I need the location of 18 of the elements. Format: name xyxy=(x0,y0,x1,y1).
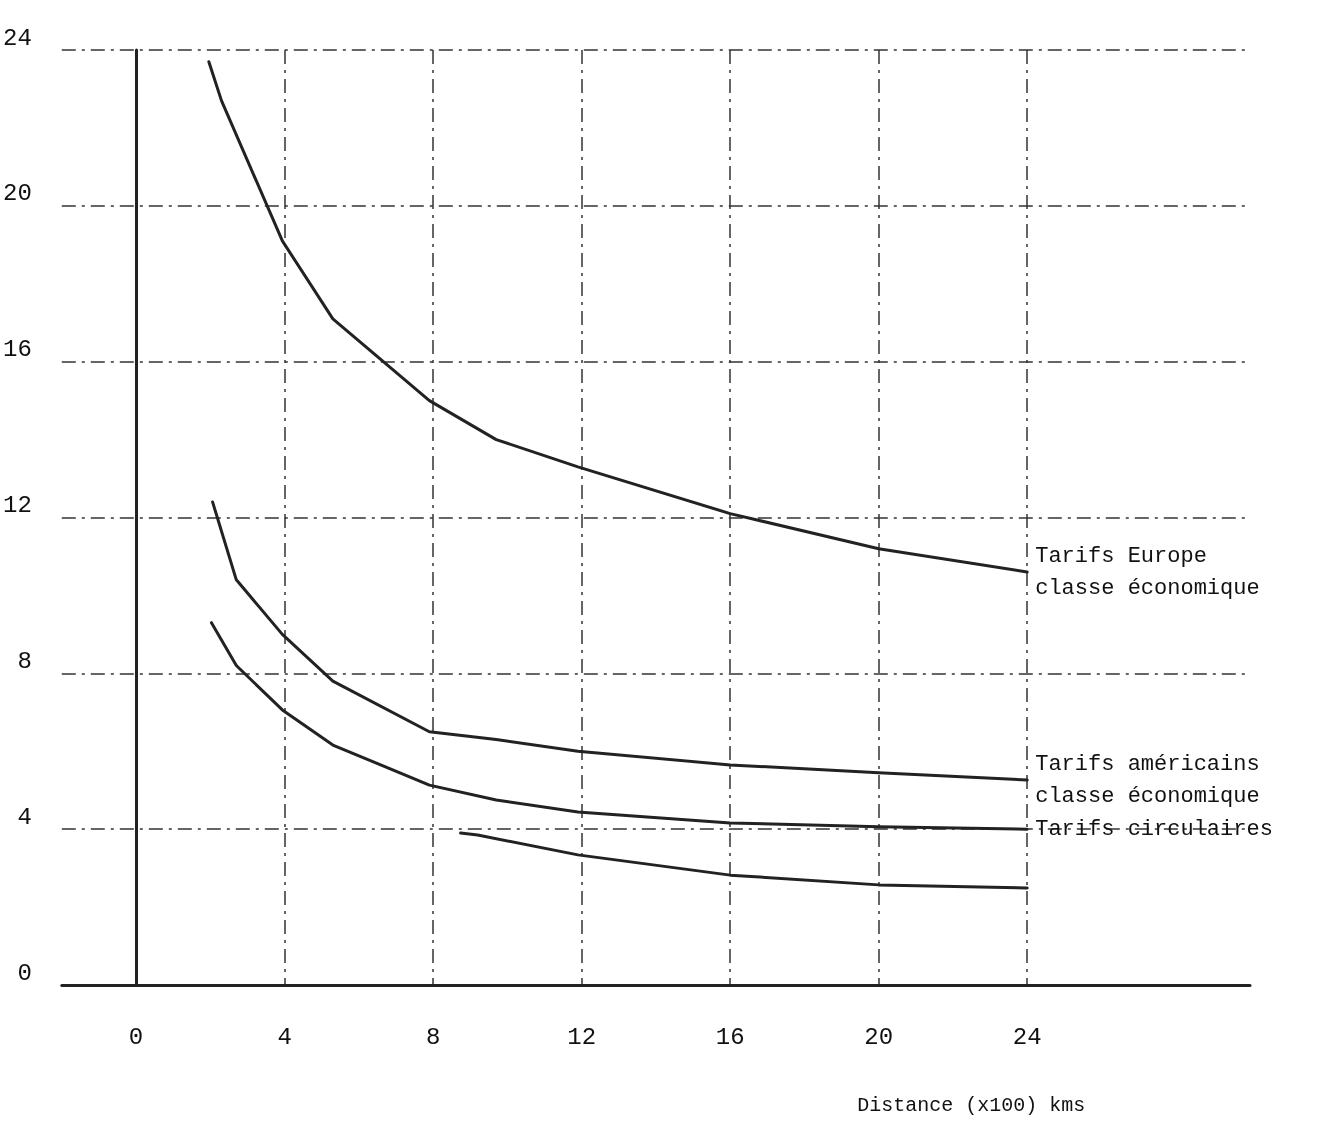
y-tick-label: 4 xyxy=(17,803,32,831)
x-tick-label: 4 xyxy=(277,1023,292,1051)
y-tick-label: 24 xyxy=(2,24,32,52)
y-tick-label: 16 xyxy=(2,336,32,364)
series-label: Tarifs circulaires xyxy=(1035,816,1273,842)
y-tick-label: 12 xyxy=(2,492,32,519)
x-tick-label: 20 xyxy=(864,1023,894,1051)
series-label: Tarifs Europe classe économique xyxy=(1035,543,1260,601)
x-tick-label: 0 xyxy=(128,1023,144,1051)
x-tick-label: 12 xyxy=(567,1023,597,1051)
x-axis-title: Distance (x100) kms xyxy=(857,1093,1086,1117)
y-tick-label: 0 xyxy=(17,959,32,987)
x-tick-label: 16 xyxy=(715,1023,745,1051)
x-tick-label: 24 xyxy=(1012,1023,1042,1051)
y-tick-label: 8 xyxy=(17,647,32,675)
series-label: Tarifs américains classe économique xyxy=(1035,751,1260,809)
y-tick-label: 20 xyxy=(2,180,32,208)
x-tick-label: 8 xyxy=(425,1023,441,1051)
